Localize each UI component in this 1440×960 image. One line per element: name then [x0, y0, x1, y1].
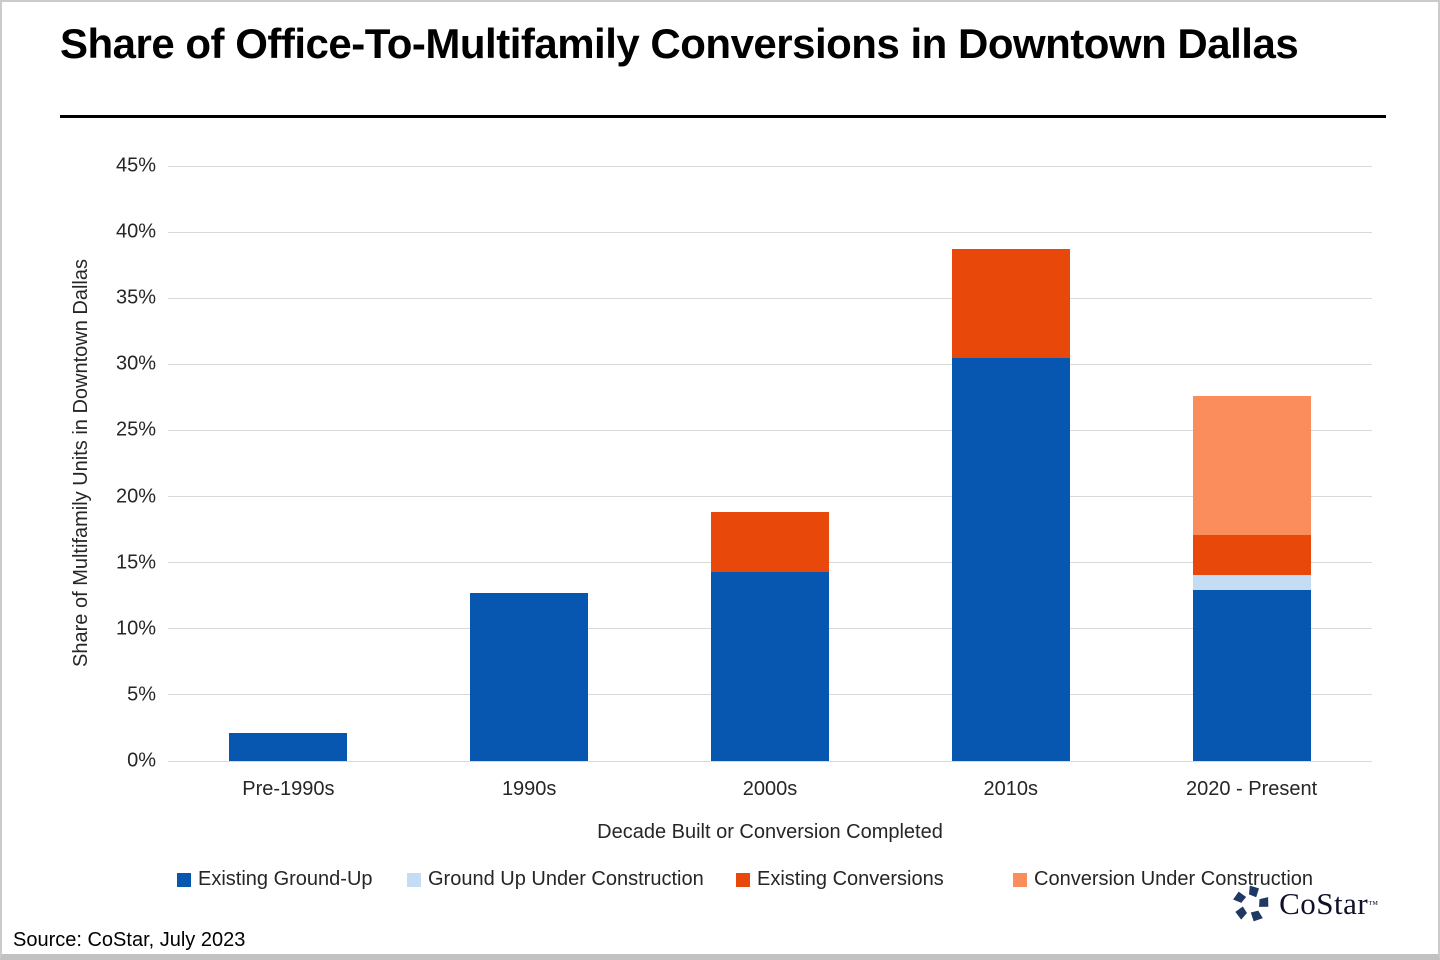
- chart-legend: Existing Ground-Up Ground Up Under Constr…: [0, 868, 1440, 890]
- gridline-45pct: [168, 165, 1372, 167]
- chart-title: Share of Office-To-Multifamily Conversio…: [60, 20, 1299, 67]
- bar-segment-2000s-existing-ground-up: [711, 571, 829, 761]
- gridline-0pct: [168, 760, 1372, 762]
- gridline-25pct: [168, 429, 1372, 431]
- x-category-label-Pre-1990s: Pre-1990s: [242, 778, 335, 800]
- legend-label: Existing Conversions: [757, 868, 944, 890]
- bar-segment-1990s-existing-ground-up: [470, 593, 589, 761]
- x-category-label-1990s: 1990s: [501, 778, 557, 800]
- source-attribution: Source: CoStar, July 2023: [13, 929, 246, 951]
- legend-swatch-icon: [177, 872, 191, 887]
- bar-segment-Pre-1990s-existing-ground-up: [229, 733, 348, 761]
- y-tick-label-25pct: 25%: [115, 418, 156, 441]
- gridline-30pct: [168, 363, 1372, 365]
- legend-label: Conversion Under Construction: [1034, 868, 1314, 890]
- legend-swatch-icon: [736, 872, 750, 887]
- plot-area: [168, 165, 1372, 762]
- costar-pinwheel-icon: [1232, 885, 1272, 924]
- legend-item-existing-ground-up: Existing Ground-Up: [177, 868, 373, 891]
- x-axis-category-labels: Pre-1990s 1990s 2000s 2010s 2020 - Present: [168, 778, 1372, 806]
- bar-segment-2000s-existing-conversions: [711, 512, 829, 572]
- bar-segment-2010s-existing-conversions: [951, 249, 1070, 358]
- y-tick-label-20pct: 20%: [115, 485, 156, 508]
- legend-label: Ground Up Under Construction: [428, 868, 704, 890]
- y-axis-tick-labels: 0% 5% 10% 15% 20% 25% 30% 35% 40% 45%: [88, 155, 156, 772]
- bar-segment-2020-Present-existing-ground-up: [1192, 590, 1311, 761]
- bar-segment-2020-Present-ground-up-under-construction: [1192, 574, 1311, 591]
- x-category-label-2000s: 2000s: [742, 778, 798, 800]
- gridline-40pct: [168, 231, 1372, 233]
- y-tick-label-0pct: 0%: [127, 749, 156, 772]
- gridline-35pct: [168, 297, 1372, 299]
- costar-logo: CoStar™: [1231, 884, 1378, 924]
- y-tick-label-45pct: 45%: [115, 154, 156, 177]
- y-tick-label-10pct: 10%: [115, 617, 156, 640]
- y-tick-label-40pct: 40%: [115, 220, 156, 243]
- legend-item-existing-conversions: Existing Conversions: [736, 868, 944, 891]
- x-category-label-2020-Present: 2020 - Present: [1185, 778, 1318, 800]
- legend-label: Existing Ground-Up: [198, 868, 373, 890]
- costar-logo-text: CoStar: [1279, 886, 1369, 921]
- gridline-20pct: [168, 496, 1372, 498]
- y-tick-label-30pct: 30%: [115, 352, 156, 375]
- bar-segment-2020-Present-existing-conversions: [1192, 534, 1311, 575]
- title-underline: [60, 115, 1386, 118]
- legend-item-conversion-under-construction: Conversion Under Construction: [1013, 868, 1313, 891]
- bar-segment-2010s-existing-ground-up: [951, 357, 1070, 761]
- legend-swatch-icon: [1013, 872, 1027, 887]
- legend-item-ground-up-under-construction: Ground Up Under Construction: [407, 868, 704, 891]
- y-tick-label-35pct: 35%: [115, 286, 156, 309]
- costar-trademark: ™: [1368, 899, 1378, 911]
- x-category-label-2010s: 2010s: [983, 778, 1039, 800]
- y-tick-label-5pct: 5%: [127, 683, 156, 706]
- x-axis-title: Decade Built or Conversion Completed: [597, 821, 943, 843]
- legend-swatch-icon: [407, 872, 421, 887]
- bar-segment-2020-Present-conversion-under-construction: [1192, 396, 1311, 535]
- y-tick-label-15pct: 15%: [115, 551, 156, 574]
